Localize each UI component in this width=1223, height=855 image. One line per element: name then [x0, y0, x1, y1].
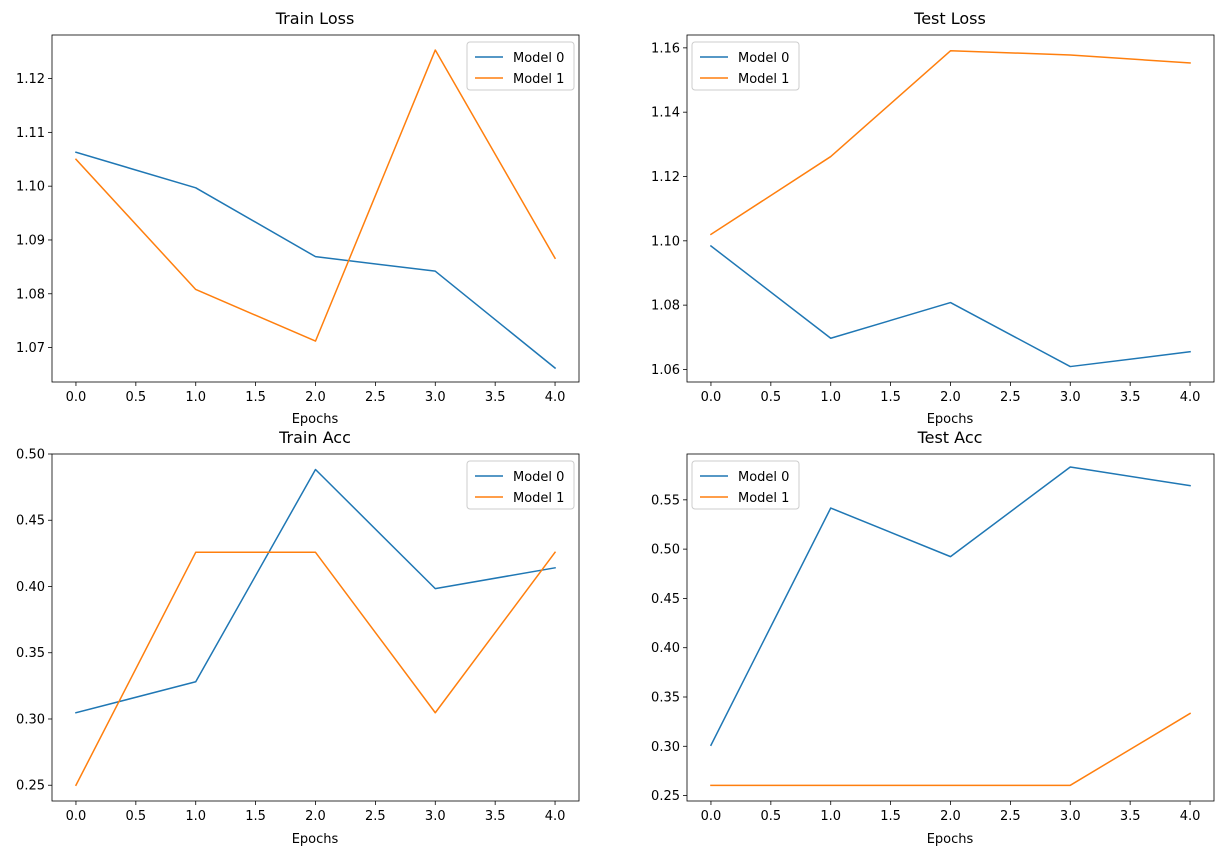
x-tick-label: 0.5	[760, 390, 781, 405]
series-line-model-1	[710, 712, 1192, 787]
y-tick-label: 0.50	[16, 448, 45, 463]
series-line-model-0	[709, 244, 1191, 368]
x-tick-label: 4.0	[1180, 809, 1201, 824]
x-tick-label: 1.5	[245, 390, 266, 405]
y-tick-label: 1.12	[651, 170, 680, 185]
legend-label-model-0: Model 0	[738, 51, 789, 66]
x-tick-label: 3.5	[1120, 809, 1141, 824]
y-tick-label: 0.30	[651, 740, 680, 755]
series-line-model-0	[75, 151, 557, 370]
panel-train-loss: Train Loss 0.0 0.5 1.0 1.5 2.0 2.5 3.0 3.5 4.0 1.…	[16, 9, 580, 427]
x-tick-label: 2.5	[1000, 390, 1021, 405]
x-tick-label: 3.5	[485, 390, 506, 405]
x-tick-label: 2.5	[365, 809, 386, 824]
y-tick-label: 0.55	[651, 493, 680, 508]
x-tick-label: 0.5	[125, 809, 146, 824]
legend-label-model-1: Model 1	[738, 72, 789, 87]
x-tick-label: 1.0	[185, 809, 206, 824]
x-tick-label: 0.5	[760, 809, 781, 824]
x-tick-label: 4.0	[545, 390, 566, 405]
x-tick-label: 3.0	[425, 390, 446, 405]
x-axis-label: Epochs	[292, 832, 339, 847]
x-tick-label: 0.0	[66, 809, 87, 824]
panel-train-acc: Train Acc 0.0 0.5 1.0 1.5 2.0 2.5 3.0 3.5 4.0 0.2…	[16, 428, 580, 847]
y-tick-label: 0.35	[16, 646, 45, 661]
x-axis-label: Epochs	[927, 412, 974, 427]
x-tick-label: 0.0	[701, 390, 722, 405]
y-tick-label: 0.25	[651, 789, 680, 804]
x-tick-label: 1.5	[880, 390, 901, 405]
legend: Model 0 Model 1	[691, 41, 800, 91]
x-tick-label: 2.5	[365, 390, 386, 405]
x-tick-label: 0.0	[66, 390, 87, 405]
legend: Model 0 Model 1	[466, 41, 575, 91]
x-tick-label: 1.0	[820, 809, 841, 824]
x-tick-label: 3.0	[425, 809, 446, 824]
series-line-model-0	[709, 466, 1191, 747]
series-line-model-1	[74, 49, 557, 342]
x-tick-label: 3.0	[1060, 390, 1081, 405]
y-tick-label: 1.10	[651, 234, 680, 249]
x-tick-label: 2.0	[940, 390, 961, 405]
legend-label-model-1: Model 1	[513, 72, 564, 87]
x-tick-label: 4.0	[545, 809, 566, 824]
panel-title: Train Acc	[278, 428, 351, 447]
x-axis-label: Epochs	[927, 832, 974, 847]
y-tick-label: 0.40	[16, 580, 45, 595]
x-tick-label: 0.5	[125, 390, 146, 405]
x-tick-label: 2.0	[940, 809, 961, 824]
y-tick-label: 0.45	[651, 592, 680, 607]
x-axis-label: Epochs	[292, 412, 339, 427]
x-tick-label: 1.0	[820, 390, 841, 405]
y-tick-label: 0.35	[651, 690, 680, 705]
series-line-model-1	[74, 551, 557, 787]
x-tick-label: 2.5	[1000, 809, 1021, 824]
y-tick-label: 1.12	[16, 72, 45, 87]
y-tick-label: 0.25	[16, 779, 45, 794]
legend-label-model-0: Model 0	[513, 51, 564, 66]
y-tick-label: 1.11	[16, 126, 45, 141]
x-tick-label: 3.5	[1120, 390, 1141, 405]
x-tick-label: 3.0	[1060, 809, 1081, 824]
x-tick-label: 2.0	[305, 390, 326, 405]
y-tick-label: 1.08	[16, 287, 45, 302]
x-tick-label: 3.5	[485, 809, 506, 824]
x-tick-label: 2.0	[305, 809, 326, 824]
x-tick-label: 0.0	[701, 809, 722, 824]
y-tick-label: 1.07	[16, 341, 45, 356]
panel-test-acc: Test Acc 0.0 0.5 1.0 1.5 2.0 2.5 3.0 3.5 4.0 0.25…	[651, 428, 1215, 847]
x-tick-label: 1.0	[185, 390, 206, 405]
legend: Model 0 Model 1	[466, 460, 575, 510]
series-line-model-0	[75, 468, 556, 714]
y-tick-label: 1.14	[651, 106, 680, 121]
panel-title: Test Acc	[917, 428, 983, 447]
legend-label-model-0: Model 0	[513, 470, 564, 485]
legend: Model 0 Model 1	[691, 460, 800, 510]
legend-label-model-1: Model 1	[738, 491, 789, 506]
y-tick-label: 1.08	[651, 299, 680, 314]
legend-label-model-1: Model 1	[513, 491, 564, 506]
y-tick-label: 0.30	[16, 712, 45, 727]
y-tick-label: 1.09	[16, 233, 45, 248]
panel-title: Train Loss	[275, 9, 355, 28]
legend-label-model-0: Model 0	[738, 470, 789, 485]
x-tick-label: 1.5	[245, 809, 266, 824]
y-tick-label: 1.10	[16, 180, 45, 195]
y-tick-label: 0.40	[651, 641, 680, 656]
y-tick-label: 1.06	[651, 363, 680, 378]
y-tick-label: 0.45	[16, 514, 45, 529]
x-tick-label: 1.5	[880, 809, 901, 824]
series-line-model-1	[709, 50, 1191, 236]
y-tick-label: 1.16	[651, 41, 680, 56]
panel-title: Test Loss	[913, 9, 986, 28]
panel-test-loss: Test Loss 0.0 0.5 1.0 1.5 2.0 2.5 3.0 3.5 4.0 1.0…	[651, 9, 1215, 427]
y-tick-label: 0.50	[651, 543, 680, 558]
x-tick-label: 4.0	[1180, 390, 1201, 405]
